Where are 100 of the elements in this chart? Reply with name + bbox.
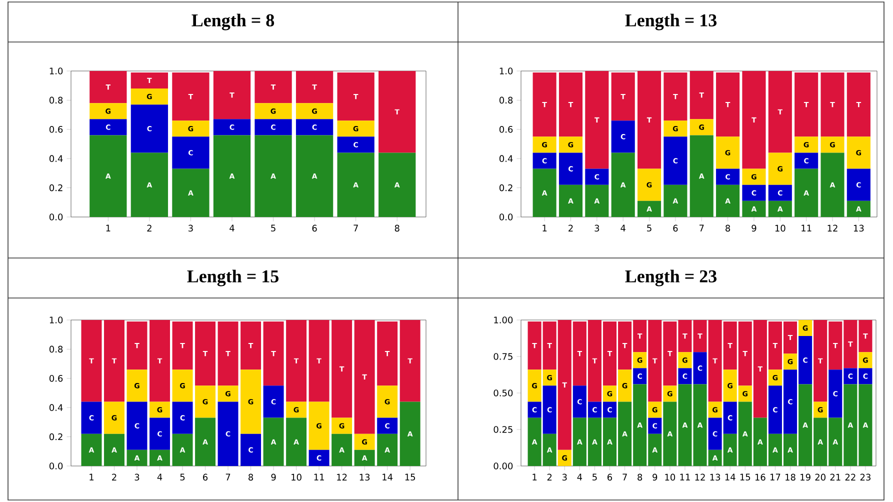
bar [308, 320, 330, 402]
y-tick-label: 0.4 [49, 404, 63, 411]
bar [664, 72, 688, 121]
bar [126, 370, 148, 402]
x-tick-label: 9 [271, 474, 276, 481]
bar [195, 321, 216, 386]
bar [172, 434, 193, 466]
bar [768, 370, 782, 386]
bar [690, 119, 714, 136]
y-tick-label: 1.0 [50, 316, 63, 324]
bar [337, 120, 374, 137]
bar [377, 434, 398, 466]
bar [798, 320, 812, 336]
bar [377, 418, 398, 434]
bar [716, 72, 740, 137]
x-tick-label: 20 [815, 474, 826, 481]
x-tick-label: 6 [608, 474, 612, 481]
x-tick-label: 1 [542, 224, 547, 232]
x-tick-label: 1 [106, 224, 110, 232]
bar [716, 168, 740, 185]
bar [286, 320, 307, 402]
x-tick-label: 1 [90, 474, 94, 480]
bar [240, 370, 262, 434]
x-tick-label: 16 [755, 474, 766, 481]
bar [308, 450, 330, 466]
y-tick-label: 0.8 [499, 96, 513, 104]
bar [377, 386, 398, 418]
bar [254, 135, 292, 217]
bar [172, 136, 210, 169]
x-tick-label: 12 [695, 474, 705, 480]
y-tick-label: 0.2 [499, 184, 512, 192]
y-tick-label: 0.0 [499, 214, 513, 220]
bar [794, 152, 818, 169]
bar [218, 321, 238, 386]
bar [633, 368, 647, 384]
bar [532, 152, 556, 169]
x-tick-label: 22 [845, 474, 856, 480]
bar [532, 136, 556, 153]
bar [104, 434, 124, 466]
y-tick-label: 0.75 [494, 353, 512, 360]
x-tick-label: 8 [394, 224, 400, 232]
x-tick-label: 7 [699, 224, 704, 232]
x-tick-label: 2 [147, 224, 152, 232]
bar [611, 72, 635, 121]
bar [195, 418, 216, 466]
bar [558, 450, 572, 466]
bar [332, 418, 352, 434]
bar [814, 402, 828, 418]
bar [126, 450, 148, 466]
x-tick-label: 4 [620, 224, 626, 232]
bar [218, 402, 238, 466]
bar [742, 184, 766, 201]
bar [768, 200, 792, 217]
bar [378, 152, 416, 217]
bar [846, 200, 870, 217]
y-tick-label: 0.2 [49, 184, 62, 192]
bar [172, 370, 193, 402]
bar [254, 119, 292, 136]
bar [172, 168, 210, 217]
x-tick-label: 9 [752, 224, 756, 232]
bar [768, 70, 792, 153]
bar [558, 136, 583, 153]
bar [663, 386, 677, 402]
bar [716, 136, 740, 169]
bar [263, 386, 284, 418]
bar [690, 70, 714, 120]
bar [794, 168, 818, 217]
bar [90, 119, 127, 136]
x-tick-label: 19 [800, 474, 810, 481]
x-tick-label: 3 [134, 474, 140, 481]
bar [783, 354, 798, 370]
bar [150, 402, 170, 418]
bar [664, 120, 688, 137]
x-tick-label: 15 [740, 474, 750, 480]
bar [90, 103, 127, 120]
bar [81, 402, 102, 434]
x-tick-label: 12 [828, 224, 838, 232]
bar [637, 168, 662, 201]
bar [150, 450, 170, 466]
bar [218, 386, 238, 402]
bar [296, 103, 334, 120]
y-tick-label: 0.0 [49, 214, 63, 220]
x-tick-label: 13 [360, 474, 370, 481]
bar [172, 321, 193, 370]
bar [130, 88, 168, 105]
bar [794, 72, 818, 137]
bar [858, 352, 872, 368]
chart-title: Length = 13 [625, 14, 717, 30]
bar [768, 152, 792, 185]
bar [130, 104, 168, 153]
bar [172, 72, 210, 121]
bar [742, 168, 766, 185]
x-tick-label: 5 [647, 224, 652, 232]
chart-title: Length = 15 [187, 270, 278, 286]
chart-title: Length = 23 [625, 270, 717, 286]
bar [558, 152, 583, 185]
bar [240, 321, 262, 370]
y-tick-label: 0.0 [49, 462, 63, 470]
bar [846, 168, 870, 201]
x-tick-label: 2 [112, 474, 116, 480]
